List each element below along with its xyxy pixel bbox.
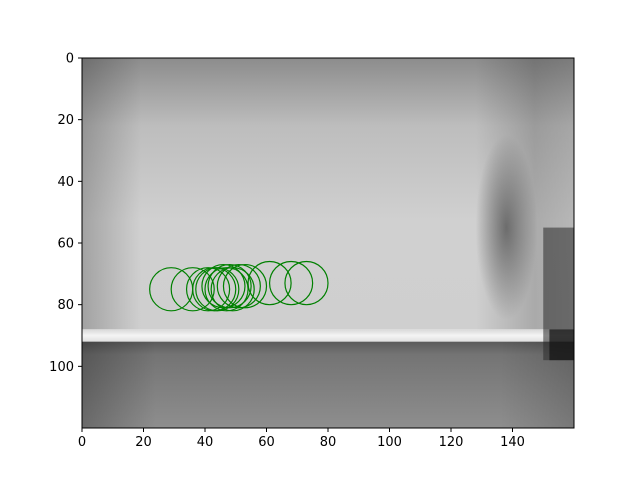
circle-marker (195, 267, 240, 312)
marker-layer (149, 260, 329, 312)
x-axis: 0 20 40 60 80 100 120 140 (78, 428, 525, 450)
x-tick-label: 60 (258, 435, 275, 450)
circle-marker (210, 267, 255, 312)
x-tick-label: 20 (135, 435, 152, 450)
y-tick-label: 0 (66, 52, 74, 67)
circle-marker (247, 260, 292, 306)
y-axis: 0 20 40 60 80 100 (49, 52, 82, 375)
x-tick-label: 80 (320, 435, 337, 450)
floor-shading (82, 341, 574, 428)
x-tick-label: 0 (78, 435, 86, 450)
baseboard-strip (82, 329, 574, 342)
x-tick-label: 140 (500, 435, 525, 450)
y-tick-label: 60 (57, 237, 74, 252)
circle-marker (185, 267, 231, 312)
circle-marker (216, 263, 261, 309)
x-tick-label: 100 (377, 435, 402, 450)
y-tick-label: 20 (57, 113, 74, 128)
y-tick-label: 40 (57, 175, 74, 190)
circle-marker (207, 263, 252, 309)
x-tick-label: 120 (439, 435, 464, 450)
wall-shadow (475, 135, 538, 321)
circle-marker (170, 267, 215, 312)
circle-marker (204, 267, 249, 312)
circle-marker (201, 263, 246, 309)
dark-object-base (549, 329, 574, 361)
x-tick-label: 40 (197, 435, 214, 450)
grayscale-image (82, 58, 574, 428)
y-tick-label: 100 (49, 360, 74, 375)
circle-marker (222, 263, 268, 309)
circle-marker (268, 260, 314, 306)
y-tick-label: 80 (57, 298, 74, 313)
circle-marker (284, 260, 329, 306)
